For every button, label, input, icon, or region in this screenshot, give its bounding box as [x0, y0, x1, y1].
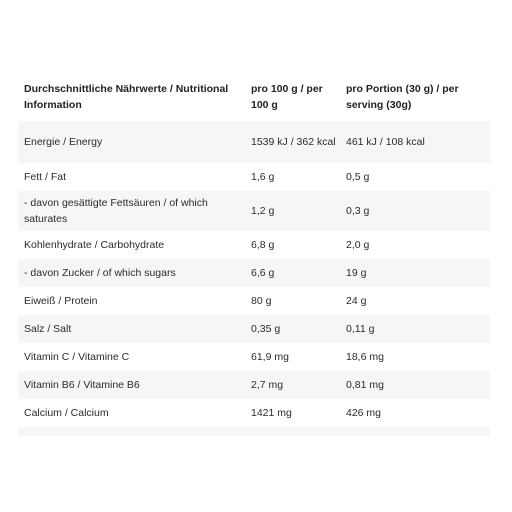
table-row: Eiweiß / Protein 80 g 24 g	[18, 287, 490, 315]
value-per-100g: 61,9 mg	[251, 351, 289, 363]
nutrient-label: - davon gesättigte Fettsäuren / of which…	[24, 197, 208, 225]
value-per-100g: 6,6 g	[251, 267, 275, 279]
value-per-100g: 1,6 g	[251, 171, 275, 183]
value-per-serving: 24 g	[346, 295, 367, 307]
value-per-serving: 0,81 mg	[346, 379, 384, 391]
nutrient-label: Kohlenhydrate / Carbohydrate	[24, 239, 165, 251]
nutrient-label: Eiweiß / Protein	[24, 295, 98, 307]
header-nutrient: Durchschnittliche Nährwerte / Nutritiona…	[24, 83, 229, 111]
header-per-100g: pro 100 g / per 100 g	[251, 83, 323, 111]
value-per-serving: 18,6 mg	[346, 351, 384, 363]
table-row: Salz / Salt 0,35 g 0,11 g	[18, 315, 490, 343]
nutrient-label: Vitamin C / Vitamine C	[24, 351, 130, 363]
table-row: Vitamin B6 / Vitamine B6 2,7 mg 0,81 mg	[18, 371, 490, 399]
value-per-serving: 426 mg	[346, 407, 382, 419]
table-bottom-spacer	[18, 427, 490, 436]
table-header-row: Durchschnittliche Nährwerte / Nutritiona…	[18, 73, 490, 121]
nutrition-table: Durchschnittliche Nährwerte / Nutritiona…	[18, 73, 490, 436]
table-row: Calcium / Calcium 1421 mg 426 mg	[18, 399, 490, 427]
value-per-100g: 2,7 mg	[251, 379, 284, 391]
nutrient-label: Energie / Energy	[24, 136, 103, 148]
value-per-100g: 1421 mg	[251, 407, 292, 419]
value-per-serving: 0,11 g	[346, 323, 375, 335]
value-per-serving: 461 kJ / 108 kcal	[346, 136, 425, 148]
table-row: Fett / Fat 1,6 g 0,5 g	[18, 163, 490, 191]
value-per-serving: 19 g	[346, 267, 367, 279]
table-row: - davon gesättigte Fettsäuren / of which…	[18, 191, 490, 231]
table-row: Kohlenhydrate / Carbohydrate 6,8 g 2,0 g	[18, 231, 490, 259]
value-per-100g: 1,2 g	[251, 205, 275, 217]
table-row: Energie / Energy 1539 kJ / 362 kcal 461 …	[18, 121, 490, 163]
nutrient-label: - davon Zucker / of which sugars	[24, 267, 176, 279]
table-row: Vitamin C / Vitamine C 61,9 mg 18,6 mg	[18, 343, 490, 371]
value-per-serving: 2,0 g	[346, 239, 370, 251]
nutrient-label: Calcium / Calcium	[24, 407, 109, 419]
value-per-100g: 0,35 g	[251, 323, 281, 335]
value-per-100g: 80 g	[251, 295, 272, 307]
value-per-serving: 0,3 g	[346, 205, 370, 217]
value-per-100g: 6,8 g	[251, 239, 275, 251]
table-row: - davon Zucker / of which sugars 6,6 g 1…	[18, 259, 490, 287]
nutrient-label: Fett / Fat	[24, 171, 67, 183]
nutrient-label: Vitamin B6 / Vitamine B6	[24, 379, 140, 391]
nutrient-label: Salz / Salt	[24, 323, 72, 335]
header-per-serving: pro Portion (30 g) / per serving (30g)	[346, 83, 459, 111]
value-per-100g: 1539 kJ / 362 kcal	[251, 136, 336, 148]
value-per-serving: 0,5 g	[346, 171, 370, 183]
